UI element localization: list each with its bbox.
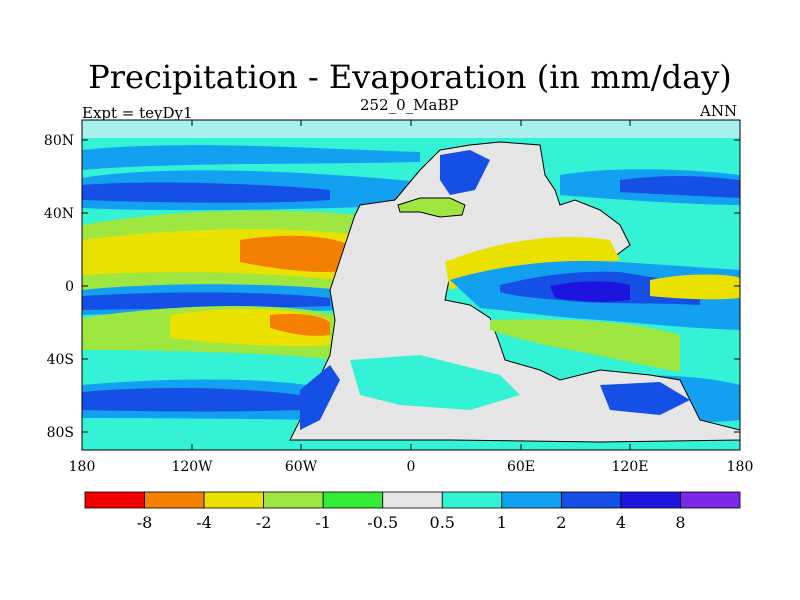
colorbar-label: 2 xyxy=(556,513,566,532)
map-field xyxy=(82,120,740,450)
time-label: 252_0_MaBP xyxy=(360,96,459,114)
storm-track-north-core xyxy=(82,182,330,203)
equatorial-band-west-core xyxy=(82,292,330,310)
lat-tick-label: 80S xyxy=(47,425,74,441)
northern-island xyxy=(397,197,466,218)
antarctic-wet-patch-east xyxy=(600,382,690,415)
colorbar-label: -8 xyxy=(137,513,153,532)
colorbar-label: 8 xyxy=(675,513,685,532)
antarctic-wet-patch-center xyxy=(350,355,520,410)
colorbar-swatch xyxy=(203,491,265,509)
colorbar-label: 0.5 xyxy=(430,513,455,532)
colorbar-swatch xyxy=(441,491,503,509)
colorbar-label: -0.5 xyxy=(367,513,398,532)
tethys-east-dry xyxy=(650,274,740,300)
storm-track-north-east-core xyxy=(620,175,740,198)
experiment-label: Expt = teyDy1 xyxy=(82,104,193,122)
lat-tick-label: 40N xyxy=(44,206,74,222)
colorbar-swatch xyxy=(560,491,622,509)
colorbar-label: 1 xyxy=(497,513,507,532)
tethys-wet-max xyxy=(550,281,630,302)
plot-title: Precipitation - Evaporation (in mm/day) xyxy=(88,58,732,96)
tethys-south-moist xyxy=(490,319,680,372)
colorbar-swatch xyxy=(620,491,681,509)
colorbar-label: -1 xyxy=(315,513,331,532)
longitude-axis: 180 120W 60W 0 60E 120E 180 xyxy=(69,120,754,475)
colorbar-swatch xyxy=(501,491,562,509)
lon-tick-label: 60E xyxy=(507,459,535,475)
lon-tick-label: 0 xyxy=(407,459,416,475)
polar-band-north xyxy=(82,120,740,138)
arctic-wet-patch xyxy=(440,150,490,195)
colorbar: -8 -4 -2 -1 -0.5 0.5 1 2 4 8 xyxy=(84,491,741,532)
colorbar-swatch xyxy=(84,491,145,509)
storm-track-south-west-core xyxy=(82,388,300,412)
colorbar-swatch xyxy=(322,491,384,509)
lat-tick-label: 80N xyxy=(44,133,74,149)
lon-tick-label: 120E xyxy=(612,459,649,475)
lon-tick-label: 60W xyxy=(285,459,318,475)
subtropic-north-west-core xyxy=(240,235,350,273)
lon-tick-label: 180 xyxy=(727,459,754,475)
colorbar-swatch xyxy=(263,491,324,509)
storm-track-north-light xyxy=(82,145,420,170)
colorbar-swatch xyxy=(680,491,741,509)
colorbar-swatch xyxy=(144,491,205,509)
colorbar-label: -2 xyxy=(256,513,272,532)
latitude-axis: 80N 40N 0 40S 80S xyxy=(44,133,740,441)
lon-tick-label: 180 xyxy=(69,459,96,475)
colorbar-label: -4 xyxy=(196,513,212,532)
colorbar-label: 4 xyxy=(616,513,626,532)
lat-tick-label: 40S xyxy=(47,352,74,368)
lat-tick-label: 0 xyxy=(65,279,74,295)
season-label: ANN xyxy=(700,102,738,120)
subtropic-south-west-core xyxy=(270,313,330,336)
lon-tick-label: 120W xyxy=(171,459,213,475)
antarctic-wet-patch-west xyxy=(300,365,340,430)
colorbar-swatch xyxy=(382,491,443,509)
